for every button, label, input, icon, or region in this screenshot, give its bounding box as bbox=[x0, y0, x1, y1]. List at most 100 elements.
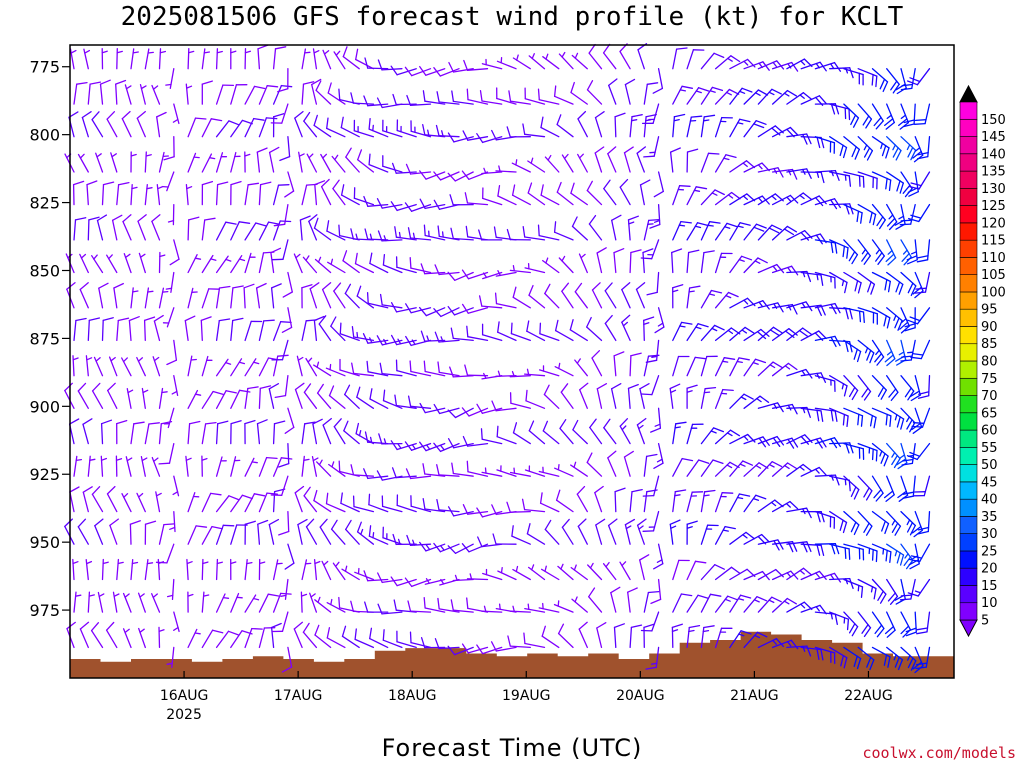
colorbar-segment bbox=[959, 257, 978, 275]
wind-barb bbox=[332, 561, 346, 581]
wind-barb bbox=[627, 215, 639, 241]
wind-barb bbox=[273, 203, 289, 227]
wind-barb bbox=[643, 590, 660, 613]
wind-barb bbox=[121, 357, 132, 377]
wind-barb bbox=[449, 194, 474, 206]
wind-barb bbox=[344, 283, 360, 309]
wind-barb bbox=[141, 387, 149, 409]
wind-barb bbox=[686, 222, 709, 241]
wind-barb bbox=[771, 89, 798, 105]
wind-barb bbox=[130, 558, 139, 581]
wind-barb bbox=[558, 51, 574, 70]
wind-barb bbox=[390, 440, 417, 451]
wind-barb bbox=[447, 132, 474, 143]
wind-barb bbox=[596, 247, 607, 274]
wind-barb bbox=[404, 202, 432, 212]
wind-barb bbox=[538, 466, 560, 477]
wind-barb bbox=[152, 356, 161, 377]
wind-barb bbox=[686, 148, 699, 173]
wind-barb bbox=[116, 419, 128, 445]
wind-barb bbox=[315, 80, 332, 105]
wind-barb bbox=[155, 491, 162, 513]
wind-barb bbox=[729, 193, 756, 206]
wind-barb bbox=[523, 368, 546, 377]
wind-barb bbox=[871, 442, 889, 467]
wind-barb bbox=[258, 593, 280, 613]
wind-barb bbox=[553, 221, 574, 241]
wind-barb bbox=[73, 591, 82, 613]
wind-barb bbox=[90, 622, 104, 649]
wind-barb bbox=[544, 154, 560, 173]
wind-barb bbox=[230, 255, 246, 274]
wind-barb bbox=[912, 646, 924, 674]
y-tick-label: 950 bbox=[29, 533, 60, 552]
wind-barb bbox=[243, 283, 255, 309]
wind-barb bbox=[650, 578, 662, 605]
wind-barb bbox=[378, 433, 403, 445]
wind-barb bbox=[406, 94, 432, 106]
wind-barb bbox=[272, 113, 285, 138]
wind-barb bbox=[729, 531, 755, 545]
wind-barb bbox=[610, 586, 621, 613]
wind-barb bbox=[509, 392, 531, 409]
wind-barb bbox=[187, 591, 194, 613]
wind-barb bbox=[270, 103, 289, 124]
wind-barb bbox=[857, 442, 878, 462]
wind-barb bbox=[111, 214, 123, 241]
wind-barb bbox=[215, 255, 232, 274]
wind-barb bbox=[278, 442, 290, 468]
wind-barb bbox=[419, 198, 446, 210]
wind-barb bbox=[272, 559, 283, 581]
wind-barb bbox=[871, 203, 886, 230]
wind-barb bbox=[653, 543, 664, 570]
wind-barb bbox=[433, 307, 460, 318]
wind-barb bbox=[714, 595, 739, 613]
wind-barb bbox=[244, 222, 267, 241]
wind-barb bbox=[700, 189, 725, 206]
wind-barb bbox=[156, 111, 167, 138]
wind-barb bbox=[686, 491, 704, 513]
wind-barb bbox=[914, 103, 931, 125]
wind-barb bbox=[87, 81, 102, 105]
wind-barb bbox=[69, 48, 77, 70]
wind-barb bbox=[423, 360, 446, 377]
wind-barb bbox=[72, 558, 79, 581]
wind-barb bbox=[244, 386, 259, 409]
wind-barb bbox=[672, 559, 690, 581]
wind-barb bbox=[541, 625, 560, 649]
colorbar-segment bbox=[959, 377, 978, 396]
wind-barb bbox=[396, 119, 417, 138]
wind-barb bbox=[621, 282, 631, 309]
wind-barb bbox=[325, 492, 346, 513]
wind-barb bbox=[588, 43, 603, 70]
wind-barb bbox=[525, 389, 546, 409]
wind-barb bbox=[301, 455, 310, 477]
wind-barb bbox=[857, 68, 878, 88]
wind-barb bbox=[700, 221, 721, 241]
wind-barb bbox=[433, 67, 460, 77]
wind-barb bbox=[316, 383, 332, 409]
wind-barb bbox=[382, 389, 403, 409]
colorbar-segment bbox=[959, 446, 978, 465]
wind-barb bbox=[466, 88, 489, 105]
wind-barb bbox=[786, 92, 813, 105]
wind-barb bbox=[524, 465, 546, 477]
wind-barb bbox=[325, 363, 346, 377]
wind-barb bbox=[298, 151, 305, 173]
wind-barb bbox=[215, 285, 231, 309]
wind-barb bbox=[101, 317, 114, 342]
wind-barb bbox=[591, 350, 603, 377]
wind-barb bbox=[800, 543, 825, 557]
wind-barb bbox=[886, 271, 904, 295]
wind-barb bbox=[511, 184, 531, 206]
wind-barb bbox=[466, 460, 489, 477]
colorbar-segment bbox=[959, 308, 978, 327]
wind-barb bbox=[279, 136, 291, 162]
wind-barb bbox=[829, 375, 848, 397]
wind-barb bbox=[896, 442, 908, 470]
wind-barb bbox=[151, 214, 161, 241]
wind-barb bbox=[596, 622, 607, 649]
wind-barb bbox=[115, 455, 123, 477]
wind-barb bbox=[171, 375, 179, 397]
wind-barb bbox=[814, 646, 836, 665]
